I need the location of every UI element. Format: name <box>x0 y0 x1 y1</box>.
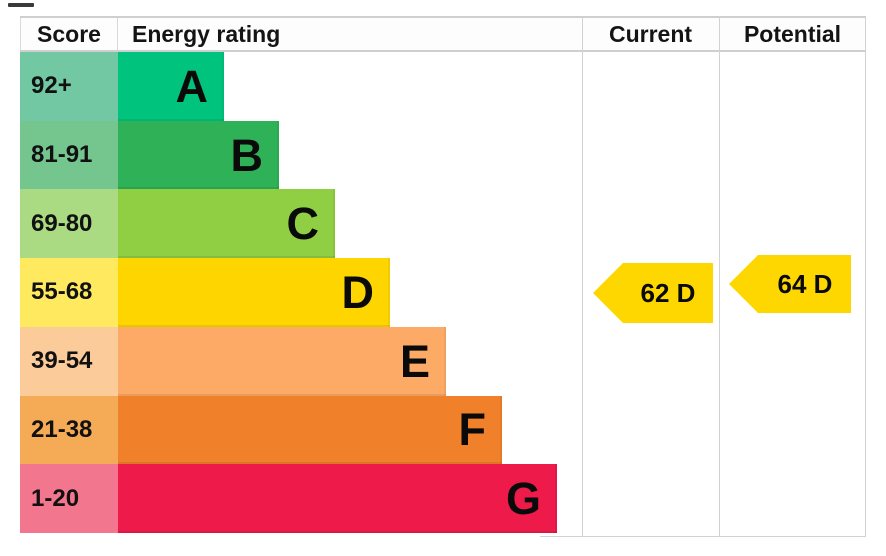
divider-potential-column <box>719 16 720 537</box>
left-arrow-icon: 64 D <box>729 255 851 313</box>
score-range-b: 81-91 <box>20 120 118 190</box>
score-range-g: 1-20 <box>20 464 118 533</box>
header-score: Score <box>20 18 118 50</box>
band-row-b: 81-91 B <box>20 120 866 190</box>
rating-bar-e: E <box>118 326 446 396</box>
top-left-artifact-mark <box>8 3 34 7</box>
band-row-a: 92+ A <box>20 52 866 121</box>
score-range-d: 55-68 <box>20 258 118 327</box>
divider-current-column <box>582 16 583 537</box>
score-range-e: 39-54 <box>20 326 118 396</box>
score-range-a: 92+ <box>20 52 118 121</box>
rating-bar-b: B <box>118 120 279 190</box>
divider-right-edge <box>865 16 866 537</box>
potential-rating-arrow: 64 D <box>729 255 851 313</box>
header-potential: Potential <box>743 20 842 47</box>
epc-table: Score Energy rating Current Potential 92… <box>20 16 866 537</box>
band-row-c: 69-80 C <box>20 189 866 259</box>
rating-bar-c: C <box>118 189 335 259</box>
band-row-f: 21-38 F <box>20 395 866 465</box>
score-range-f: 21-38 <box>20 395 118 465</box>
rating-bands: 92+ A 81-91 B 69-80 C 55-68 D 39-54 E 21-38 F 1-20 G <box>20 52 866 533</box>
table-header-row: Score Energy rating Current Potential <box>20 16 866 52</box>
current-rating-value: 62 D <box>641 278 696 308</box>
band-row-d: 55-68 D <box>20 258 866 327</box>
rating-bar-f: F <box>118 395 502 465</box>
score-range-c: 69-80 <box>20 189 118 259</box>
band-row-e: 39-54 E <box>20 326 866 396</box>
header-energy-rating: Energy rating <box>132 20 281 47</box>
rating-bar-a: A <box>118 52 224 121</box>
left-arrow-icon: 62 D <box>593 263 713 323</box>
current-rating-arrow: 62 D <box>593 263 713 323</box>
potential-rating-value: 64 D <box>778 269 833 299</box>
table-bottom-border <box>540 536 866 537</box>
current-arrow-shape <box>593 263 713 323</box>
rating-bar-g: G <box>118 464 557 533</box>
rating-bar-d: D <box>118 258 390 327</box>
band-row-g: 1-20 G <box>20 464 866 533</box>
potential-arrow-shape <box>729 255 851 313</box>
header-current: Current <box>608 20 693 47</box>
